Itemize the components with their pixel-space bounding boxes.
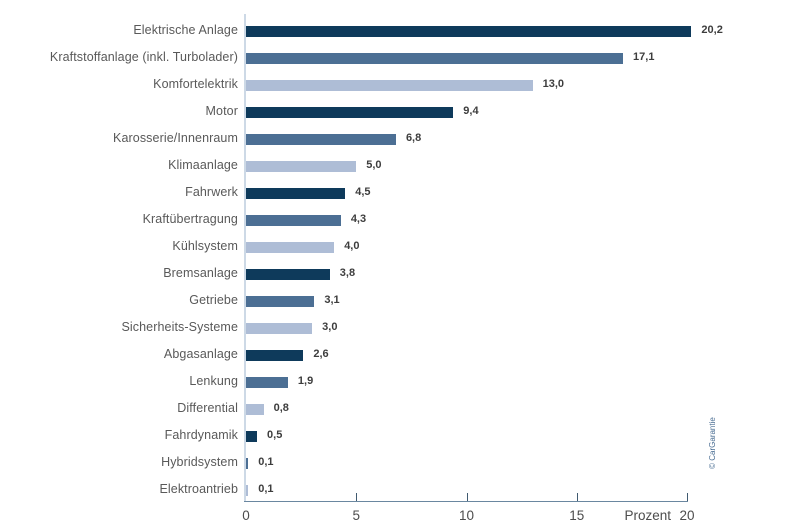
category-label: Motor xyxy=(205,104,238,118)
bar xyxy=(246,241,335,253)
category-label: Elektrische Anlage xyxy=(133,23,238,37)
bar xyxy=(246,25,692,37)
x-axis-tick-label: 10 xyxy=(458,508,475,523)
bar xyxy=(246,457,249,469)
bar xyxy=(246,484,249,496)
value-label: 20,2 xyxy=(701,24,723,36)
category-label: Kraftstoffanlage (inkl. Turbolader) xyxy=(49,50,238,64)
category-label: Fahrdynamik xyxy=(164,428,238,442)
category-label: Karosserie/Innenraum xyxy=(113,131,238,145)
bar xyxy=(246,268,330,280)
x-axis-line xyxy=(244,501,688,502)
bar xyxy=(246,403,264,415)
value-label: 4,3 xyxy=(350,213,367,225)
category-label: Lenkung xyxy=(189,374,238,388)
value-label: 6,8 xyxy=(405,132,422,144)
bar xyxy=(246,214,341,226)
value-label: 3,0 xyxy=(322,321,338,333)
value-label: 13,0 xyxy=(542,78,565,90)
bar xyxy=(246,133,396,145)
bar xyxy=(246,79,533,91)
x-axis-tick xyxy=(356,493,358,501)
value-label: 3,1 xyxy=(324,294,340,306)
category-label: Fahrwerk xyxy=(185,185,238,199)
value-label: 0,5 xyxy=(267,429,283,441)
x-axis-tick xyxy=(466,493,468,501)
copyright-watermark: © CarGarantie xyxy=(708,417,717,469)
x-axis-tick-label: 20 xyxy=(679,508,695,523)
y-axis-line xyxy=(244,14,246,501)
value-label: 4,5 xyxy=(355,186,371,198)
category-label: Abgasanlage xyxy=(163,347,238,361)
value-label: 0,1 xyxy=(258,456,274,468)
bar xyxy=(246,322,313,334)
bar xyxy=(246,187,346,199)
category-label: Komfortelektrik xyxy=(153,77,238,91)
x-axis-tick xyxy=(687,493,688,501)
category-label: Klimaanlage xyxy=(168,158,238,172)
x-axis-tick-label: 15 xyxy=(569,508,585,523)
category-label: Bremsanlage xyxy=(163,266,238,280)
category-label: Differential xyxy=(177,401,238,415)
bar xyxy=(246,106,454,118)
category-label: Elektroantrieb xyxy=(159,482,238,496)
bar xyxy=(246,430,258,442)
value-label: 1,9 xyxy=(297,375,314,387)
x-axis-tick-label: 0 xyxy=(242,508,250,523)
category-label: Kühlsystem xyxy=(172,239,238,253)
value-label: 2,6 xyxy=(313,348,329,360)
value-label: 5,0 xyxy=(366,159,382,171)
category-label: Getriebe xyxy=(189,293,238,307)
x-axis-tick xyxy=(576,493,578,501)
value-label: 4,0 xyxy=(344,240,360,252)
category-label: Hybridsystem xyxy=(161,455,238,469)
bar xyxy=(246,52,624,64)
value-label: 17,1 xyxy=(633,51,655,63)
x-axis-tick-label: 5 xyxy=(352,508,360,523)
bar xyxy=(246,349,304,361)
value-label: 3,8 xyxy=(339,267,356,279)
category-label: Sicherheits-Systeme xyxy=(121,320,238,334)
bar xyxy=(246,295,315,307)
category-label: Kraftübertragung xyxy=(142,212,238,226)
value-label: 0,1 xyxy=(258,483,274,495)
value-label: 9,4 xyxy=(463,105,479,117)
bar xyxy=(246,160,357,172)
bar xyxy=(246,376,288,388)
x-axis-unit-label: Prozent xyxy=(624,508,671,523)
value-label: 0,8 xyxy=(273,402,289,414)
